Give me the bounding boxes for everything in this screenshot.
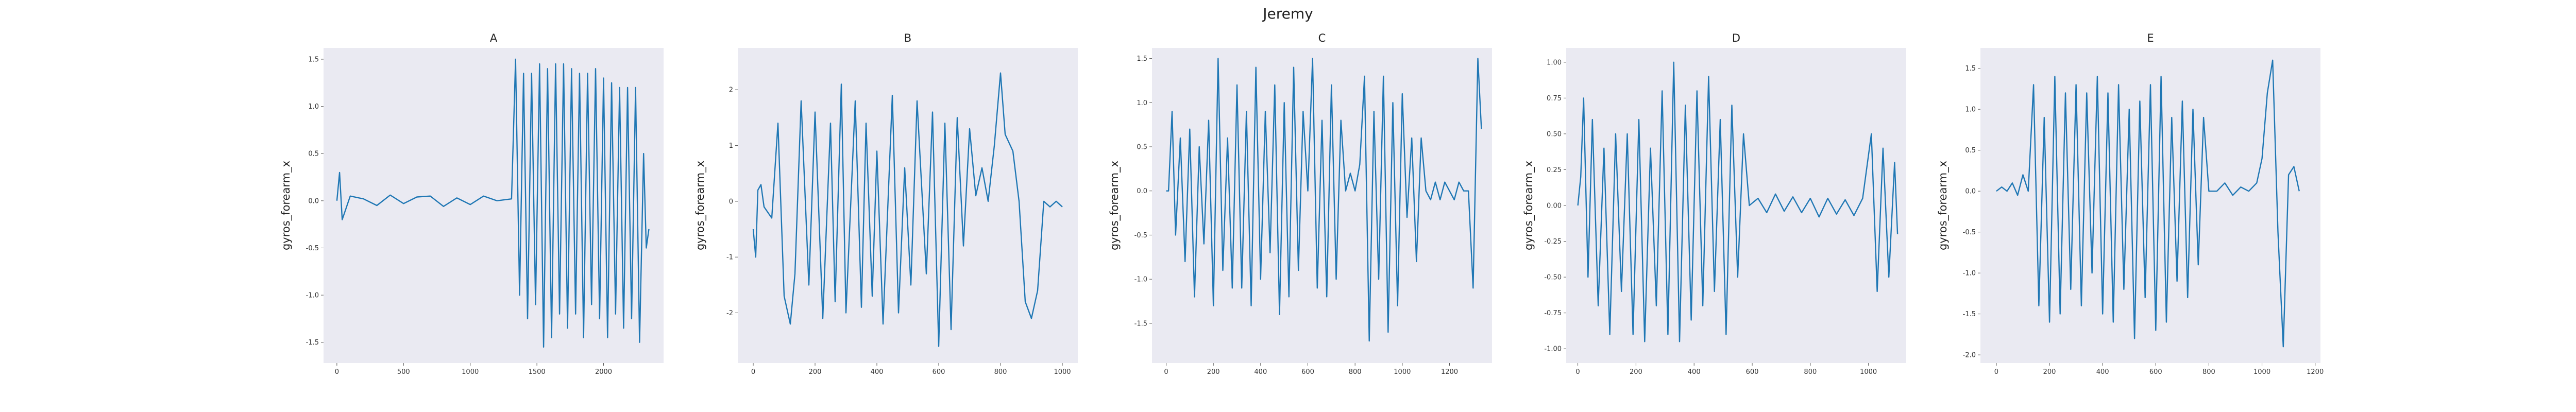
y-tick-label: 0.75: [1547, 95, 1562, 102]
y-tick-label: -1.0: [306, 292, 319, 300]
x-tick-label: 1000: [1054, 368, 1071, 376]
x-tick-label: 0: [1575, 368, 1580, 376]
y-axis-label: gyros_forearm_x: [1108, 161, 1121, 250]
x-tick-label: 1500: [529, 368, 546, 376]
subplot-title: E: [2147, 32, 2154, 44]
x-tick-label: 600: [933, 368, 945, 376]
y-tick-label: -0.5: [306, 245, 319, 252]
y-tick-label: 1: [729, 142, 733, 150]
plot-area: [738, 48, 1078, 363]
y-tick-label: 0.00: [1547, 202, 1562, 210]
y-tick-label: -1.0: [1963, 270, 1976, 278]
subplot-title: B: [904, 32, 911, 44]
series-line: [752, 72, 1063, 347]
y-tick-label: -0.5: [1134, 232, 1147, 239]
x-tick-label: 0: [1164, 368, 1168, 376]
x-tick-label: 1000: [462, 368, 479, 376]
x-tick-label: 0: [335, 368, 339, 376]
x-tick-label: 1000: [2253, 368, 2270, 376]
y-axis-label: gyros_forearm_x: [694, 161, 707, 250]
x-tick-label: 600: [1746, 368, 1759, 376]
x-tick-label: 200: [1207, 368, 1220, 376]
y-tick-label: 0.5: [1137, 144, 1147, 151]
series-line: [1996, 59, 2300, 348]
x-tick-label: 1000: [1860, 368, 1877, 376]
x-tick-label: 400: [1254, 368, 1267, 376]
x-tick-label: 800: [1349, 368, 1362, 376]
x-tick-label: 0: [751, 368, 755, 376]
y-tick-label: -1: [726, 254, 733, 262]
series-line: [1577, 61, 1899, 342]
series-line: [336, 58, 650, 348]
plot-area: [1566, 48, 1906, 363]
y-tick-label: 0.0: [1137, 187, 1147, 195]
y-tick-label: 1.5: [1137, 55, 1147, 63]
x-tick-label: 600: [2149, 368, 2162, 376]
x-tick-label: 200: [809, 368, 822, 376]
y-tick-label: -1.00: [1544, 346, 1562, 353]
y-tick-label: 0.5: [1965, 147, 1976, 154]
x-tick-label: 0: [1994, 368, 1998, 376]
y-tick-label: 1.0: [308, 103, 319, 111]
x-tick-label: 500: [397, 368, 410, 376]
y-tick-label: 1.00: [1547, 59, 1562, 66]
figure-title: Jeremy: [1262, 5, 1313, 22]
x-tick-label: 800: [1804, 368, 1817, 376]
y-tick-label: 1.5: [1965, 65, 1976, 73]
subplot-title: A: [490, 32, 498, 44]
y-tick-label: 0.0: [1965, 188, 1976, 196]
x-tick-label: 400: [2096, 368, 2109, 376]
x-tick-label: 200: [1630, 368, 1642, 376]
x-tick-label: 600: [1301, 368, 1314, 376]
y-tick-label: 0.0: [308, 197, 319, 205]
y-tick-label: -1.5: [1134, 320, 1147, 328]
x-tick-label: 1000: [1394, 368, 1411, 376]
y-tick-label: -1.5: [306, 339, 319, 347]
subplot-title: D: [1732, 32, 1740, 44]
y-tick-label: 1.0: [1965, 106, 1976, 114]
y-tick-label: 0.25: [1547, 166, 1562, 174]
plot-area: [1152, 48, 1492, 363]
subplot-title: C: [1318, 32, 1326, 44]
plot-area: [324, 48, 664, 363]
x-tick-label: 800: [994, 368, 1007, 376]
y-tick-label: 0.5: [308, 150, 319, 158]
y-axis-label: gyros_forearm_x: [1937, 161, 1950, 250]
y-tick-label: -1.0: [1134, 276, 1147, 284]
x-tick-label: 1200: [2307, 368, 2324, 376]
y-tick-label: 0.50: [1547, 130, 1562, 138]
y-tick-label: -0.5: [1963, 229, 1976, 236]
x-tick-label: 1200: [1441, 368, 1458, 376]
y-tick-label: -0.25: [1544, 238, 1562, 246]
y-tick-label: 0: [729, 198, 733, 205]
y-tick-label: -2: [726, 310, 733, 317]
y-tick-label: -0.50: [1544, 274, 1562, 282]
x-tick-label: 400: [871, 368, 884, 376]
y-tick-label: -1.5: [1963, 311, 1976, 318]
x-tick-label: 2000: [595, 368, 612, 376]
y-tick-label: -2.0: [1963, 352, 1976, 359]
y-tick-label: 1.5: [308, 56, 319, 63]
y-axis-label: gyros_forearm_x: [280, 161, 293, 250]
y-tick-label: 1.0: [1137, 99, 1147, 107]
y-tick-label: 2: [729, 87, 733, 94]
y-tick-label: -0.75: [1544, 310, 1562, 317]
series-line: [1166, 58, 1482, 342]
x-tick-label: 800: [2202, 368, 2215, 376]
x-tick-label: 400: [1688, 368, 1701, 376]
y-axis-label: gyros_forearm_x: [1522, 161, 1535, 250]
x-tick-label: 200: [2043, 368, 2056, 376]
